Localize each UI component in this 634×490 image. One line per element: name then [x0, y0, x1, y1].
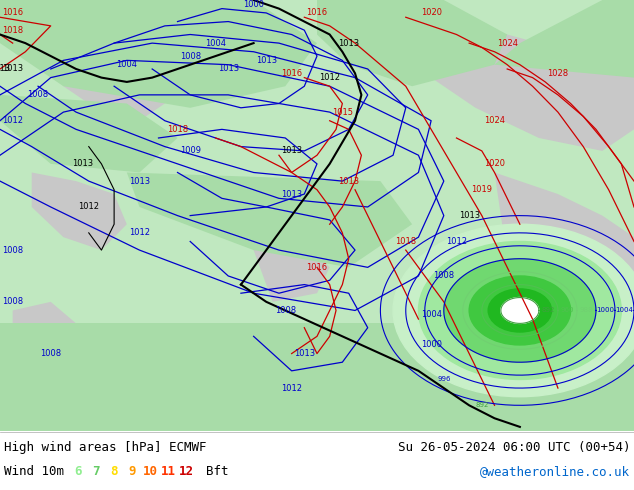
Text: High wind areas [hPa] ECMWF: High wind areas [hPa] ECMWF [4, 441, 207, 454]
Text: 1004: 1004 [616, 307, 633, 314]
Text: 1018: 1018 [395, 237, 417, 246]
Text: 988: 988 [579, 307, 593, 314]
Text: 996: 996 [437, 376, 451, 383]
Text: 1012: 1012 [78, 202, 100, 212]
Polygon shape [0, 0, 634, 431]
Text: 1020: 1020 [420, 8, 442, 18]
Text: 1028: 1028 [547, 69, 569, 78]
Text: 1000: 1000 [597, 307, 614, 314]
Text: 1015: 1015 [332, 108, 353, 117]
Text: 1012: 1012 [446, 237, 467, 246]
Circle shape [418, 242, 621, 379]
Text: 1018: 1018 [2, 25, 23, 35]
Text: 892: 892 [475, 402, 489, 408]
Text: 1013: 1013 [0, 65, 11, 74]
Text: 1009: 1009 [179, 147, 201, 155]
Polygon shape [0, 0, 317, 108]
Text: 1004: 1004 [116, 60, 138, 69]
Text: 6: 6 [74, 465, 82, 478]
Text: 9: 9 [128, 465, 136, 478]
Polygon shape [495, 0, 634, 77]
Circle shape [488, 289, 552, 332]
Polygon shape [209, 190, 304, 242]
Text: 11: 11 [160, 465, 176, 478]
Text: 1000: 1000 [243, 0, 264, 9]
Text: 1013: 1013 [294, 349, 315, 358]
Text: 1013: 1013 [129, 176, 150, 186]
Text: 1020: 1020 [484, 159, 505, 169]
Text: 1024: 1024 [484, 116, 505, 125]
Text: 1008: 1008 [27, 90, 49, 99]
Text: Bft: Bft [206, 465, 228, 478]
Text: 7: 7 [93, 465, 100, 478]
Text: 960: 960 [560, 307, 574, 314]
Text: 1013: 1013 [338, 39, 359, 48]
Text: 10: 10 [143, 465, 157, 478]
Polygon shape [0, 0, 634, 431]
Polygon shape [495, 172, 634, 302]
Polygon shape [431, 34, 634, 151]
Polygon shape [0, 431, 634, 490]
Text: 1013: 1013 [2, 65, 23, 74]
Text: Wind 10m: Wind 10m [4, 465, 64, 478]
Text: Su 26-05-2024 06:00 UTC (00+54): Su 26-05-2024 06:00 UTC (00+54) [398, 441, 630, 454]
Text: 8: 8 [110, 465, 118, 478]
Polygon shape [51, 328, 114, 379]
Text: 1012: 1012 [319, 73, 340, 82]
Text: 1019: 1019 [471, 185, 493, 194]
Circle shape [469, 276, 571, 345]
Text: 1008: 1008 [40, 349, 61, 358]
Text: @weatheronline.co.uk: @weatheronline.co.uk [480, 465, 630, 478]
Polygon shape [32, 172, 127, 250]
Text: 1012: 1012 [2, 116, 23, 125]
Text: 1012: 1012 [129, 228, 150, 237]
Text: 1013: 1013 [338, 176, 359, 186]
Text: 1004: 1004 [205, 39, 226, 48]
Text: 1008: 1008 [2, 245, 23, 255]
Text: 1012: 1012 [281, 384, 302, 392]
Polygon shape [13, 302, 76, 367]
Text: 1016: 1016 [306, 8, 328, 18]
Polygon shape [0, 323, 634, 431]
Text: 1013: 1013 [281, 190, 302, 198]
Text: 1004: 1004 [420, 310, 442, 319]
Polygon shape [0, 95, 178, 172]
Text: 1008: 1008 [433, 271, 455, 280]
Polygon shape [254, 246, 330, 302]
Text: 892: 892 [541, 307, 555, 314]
Circle shape [393, 224, 634, 397]
Circle shape [501, 297, 539, 323]
Text: 1024: 1024 [496, 39, 518, 48]
Text: 1013: 1013 [256, 56, 277, 65]
Text: 1013: 1013 [217, 65, 239, 74]
Text: 1013: 1013 [281, 147, 302, 155]
Text: 1008: 1008 [179, 51, 201, 61]
Text: 1018: 1018 [167, 125, 188, 134]
Text: 12: 12 [179, 465, 193, 478]
Polygon shape [51, 43, 203, 121]
Circle shape [444, 259, 596, 362]
Text: 1013: 1013 [72, 159, 93, 169]
Text: 1008: 1008 [275, 306, 296, 315]
Polygon shape [317, 0, 507, 86]
Text: 1000: 1000 [420, 341, 442, 349]
Text: 1008: 1008 [2, 297, 23, 306]
Text: 1016: 1016 [2, 8, 23, 18]
Text: 1016: 1016 [306, 263, 328, 272]
Text: 1016: 1016 [281, 69, 302, 78]
Polygon shape [127, 172, 412, 268]
Text: 1013: 1013 [458, 211, 480, 220]
